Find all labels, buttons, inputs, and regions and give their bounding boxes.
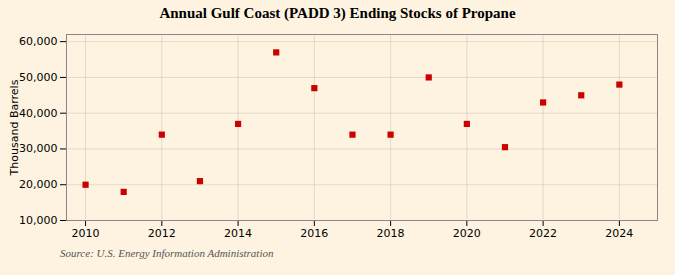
svg-text:2020: 2020 (453, 227, 481, 240)
svg-text:10,000: 10,000 (19, 214, 58, 227)
svg-text:2022: 2022 (529, 227, 557, 240)
svg-text:2018: 2018 (377, 227, 405, 240)
html-text:Annual Gulf Coast (PADD 3) End: Annual Gulf Coast (PADD 3) Ending Stocks… (159, 5, 516, 21)
svg-text:50,000: 50,000 (19, 71, 58, 84)
html-text:Source: U.S. Energy Informatio: Source: U.S. Energy Information Administ… (60, 247, 274, 259)
svg-text:2010: 2010 (72, 227, 100, 240)
svg-text:20,000: 20,000 (19, 178, 58, 191)
svg-text:60,000: 60,000 (19, 35, 58, 48)
svg-text:Thousand Barrels: Thousand Barrels (8, 79, 21, 176)
svg-text:2014: 2014 (224, 227, 252, 240)
svg-text:2024: 2024 (605, 227, 633, 240)
svg-text:2012: 2012 (148, 227, 176, 240)
svg-text:30,000: 30,000 (19, 142, 58, 155)
svg-text:2016: 2016 (300, 227, 328, 240)
svg-text:40,000: 40,000 (19, 107, 58, 120)
